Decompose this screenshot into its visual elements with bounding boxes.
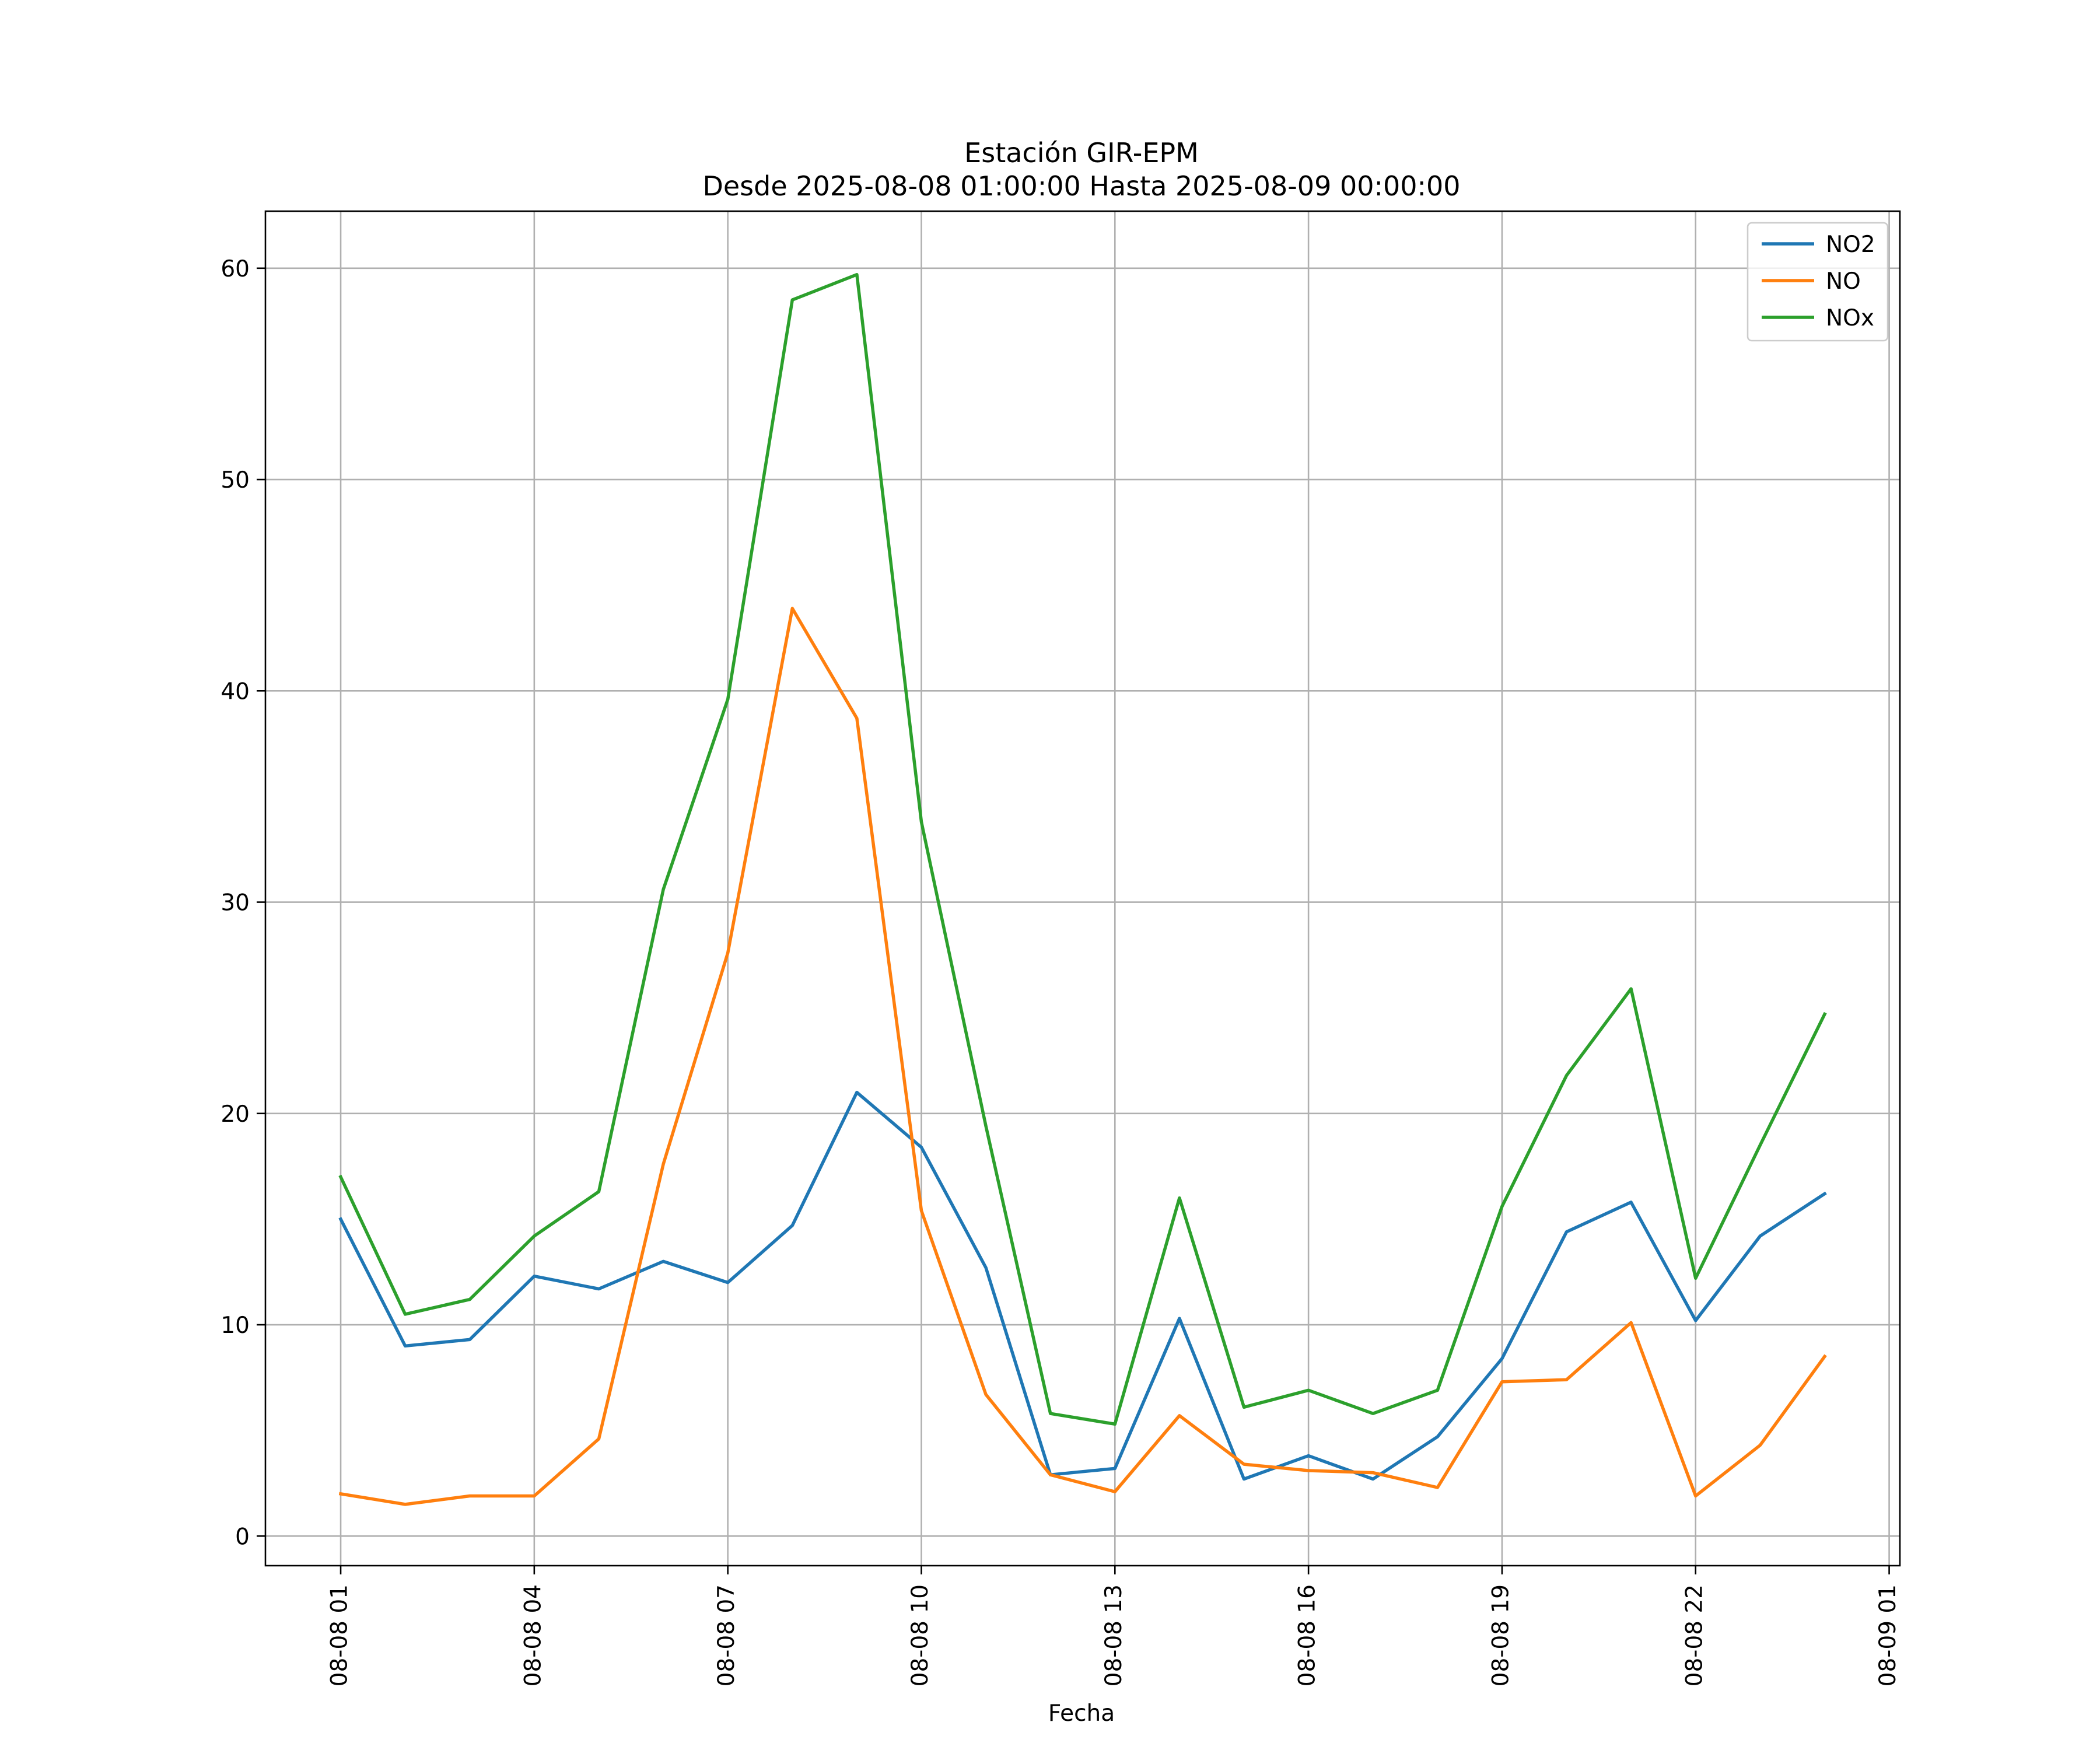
x-tick-label: 08-08 01 [327,1584,353,1686]
y-tick-label: 10 [220,1312,250,1339]
legend-label-no: NO [1826,268,1861,295]
series-line-nox [338,272,1827,1426]
series-line-no2 [338,1090,1827,1481]
x-tick-label: 08-08 22 [1681,1584,1707,1686]
series-line-no [338,607,1827,1506]
chart-subtitle: Desde 2025-08-08 01:00:00 Hasta 2025-08-… [702,170,1460,202]
x-tick-label: 08-09 01 [1875,1584,1901,1686]
y-tick-label: 40 [220,678,250,705]
x-tick-label: 08-08 13 [1101,1584,1127,1686]
y-tick-label: 50 [220,467,250,494]
y-tick-label: 20 [220,1101,250,1128]
grid [265,211,1900,1566]
y-tick-label: 0 [235,1524,250,1550]
chart-title: Estación GIR-EPM [964,137,1199,169]
legend-box [1746,222,1889,342]
x-tick-label: 08-08 19 [1488,1584,1514,1686]
x-tick-label: 08-08 16 [1294,1584,1321,1686]
y-axis: 0 10 20 30 40 50 60 [220,256,265,1550]
y-tick-label: 30 [220,890,250,916]
x-axis-label: Fecha [1048,1700,1115,1727]
legend-label-nox: NOx [1826,305,1874,331]
legend-label-no2: NO2 [1826,232,1875,258]
x-tick-label: 08-08 07 [713,1584,740,1686]
legend: NO2 NO NOx [1746,222,1889,342]
x-tick-label: 08-08 10 [907,1584,933,1686]
y-tick-label: 60 [220,256,250,282]
series-lines [338,272,1827,1506]
x-axis: 08-08 01 08-08 04 08-08 07 08-08 10 08-08 13… [327,1566,1901,1686]
x-tick-label: 08-08 04 [520,1584,546,1686]
plot-frame [264,210,1901,1567]
